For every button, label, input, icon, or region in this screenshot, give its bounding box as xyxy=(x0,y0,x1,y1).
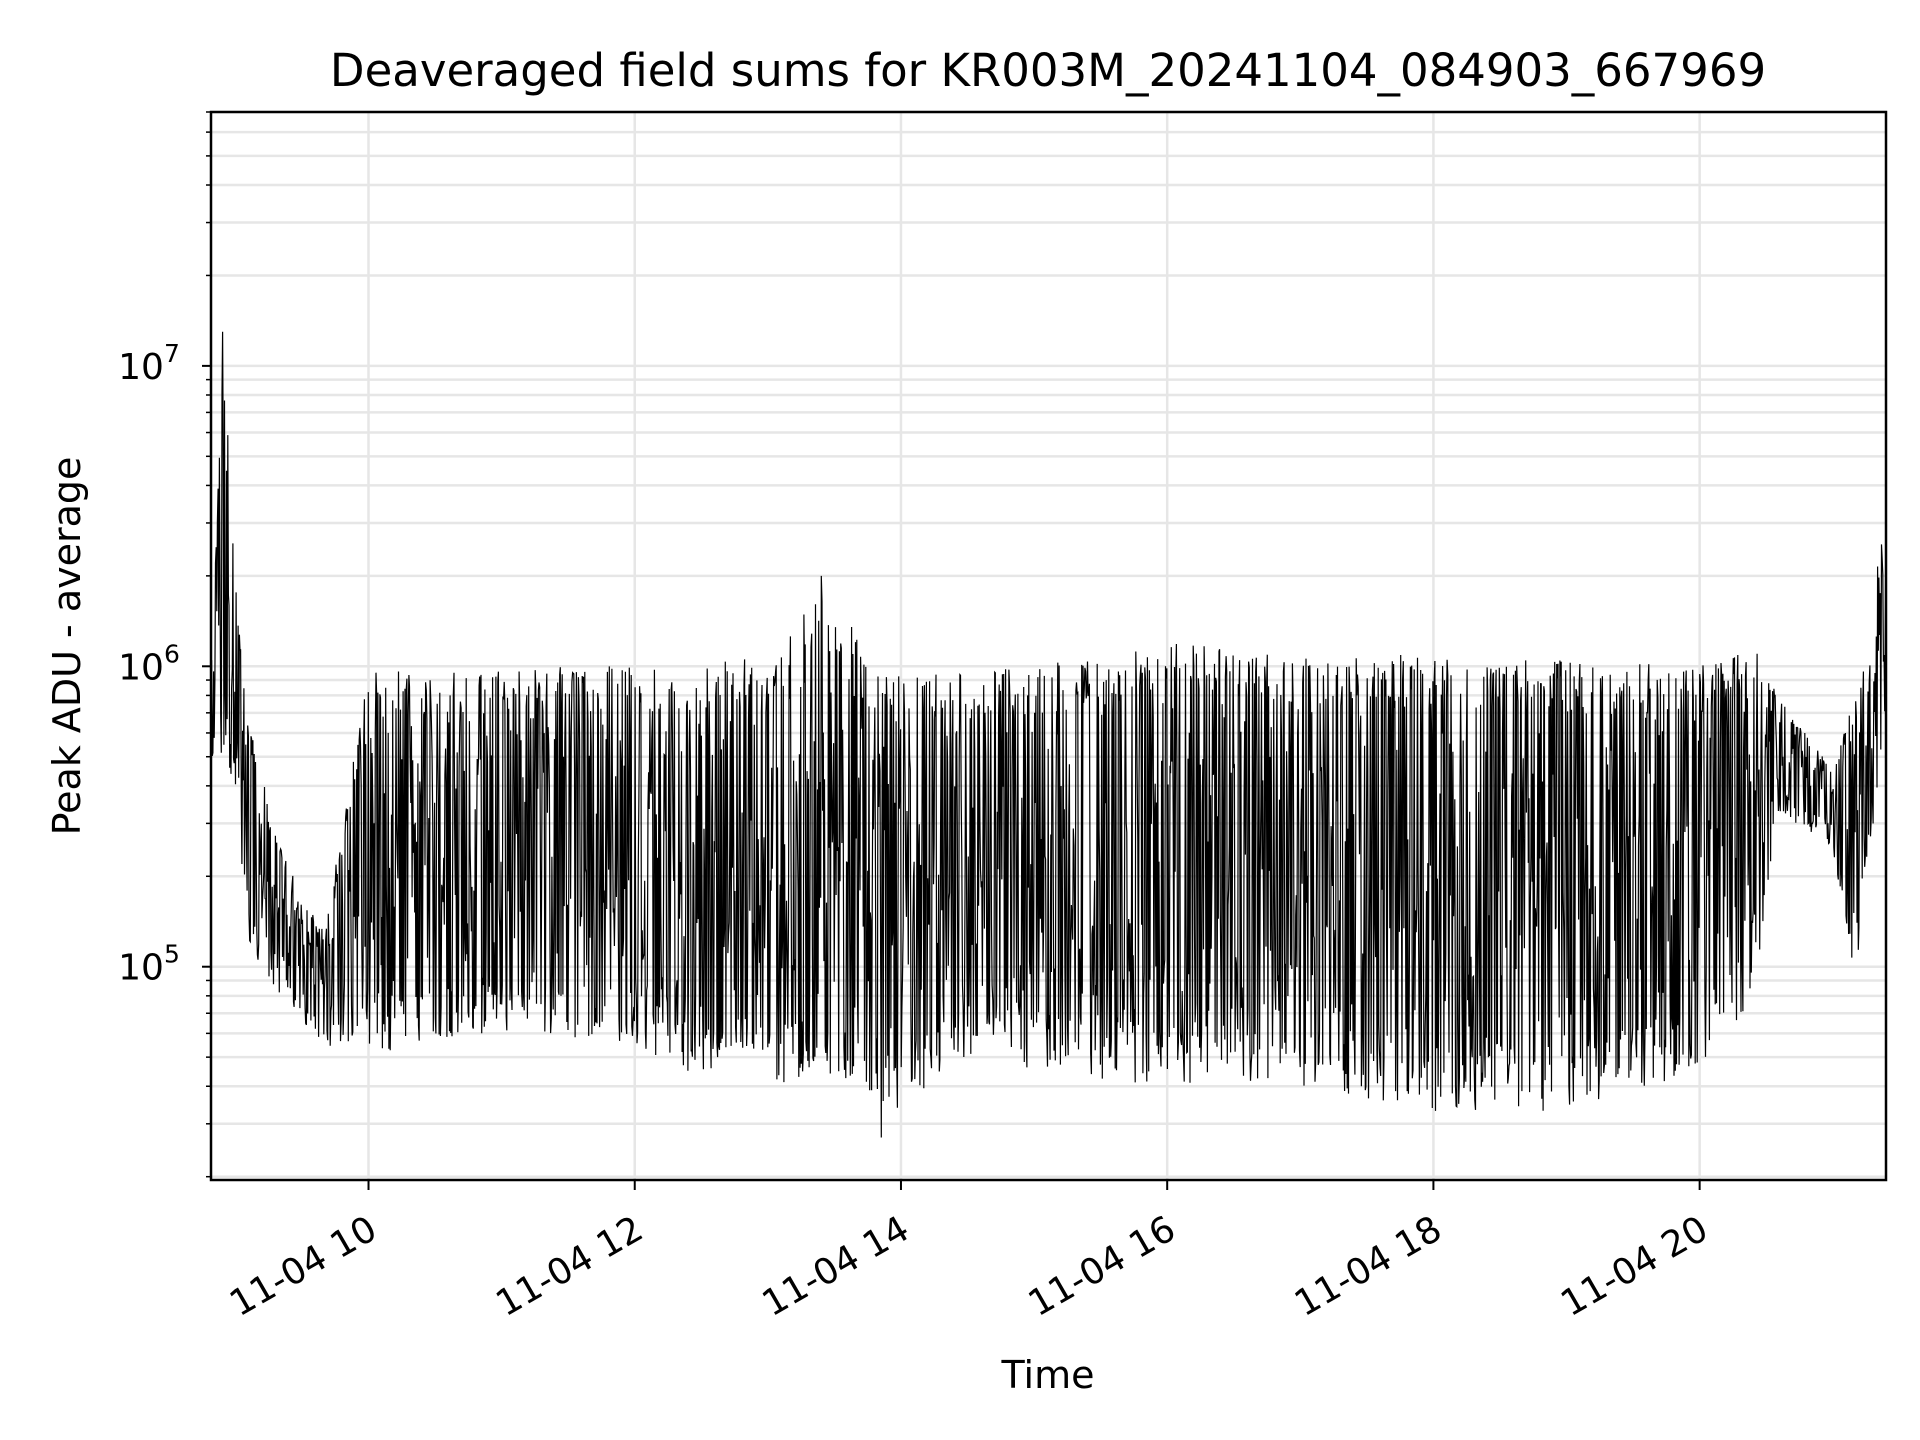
y-tick-label: 105 xyxy=(118,940,180,989)
y-axis-label: Peak ADU - average xyxy=(45,457,89,836)
series-line xyxy=(210,331,1887,1138)
plot-frame xyxy=(209,110,1888,1182)
series-area xyxy=(210,331,1887,1138)
chart-title: Deaveraged field sums for KR003M_2024110… xyxy=(330,44,1766,97)
x-axis-label: Time xyxy=(1001,1353,1095,1397)
y-tick-label: 107 xyxy=(118,339,180,388)
y-tick-label: 106 xyxy=(118,639,180,688)
